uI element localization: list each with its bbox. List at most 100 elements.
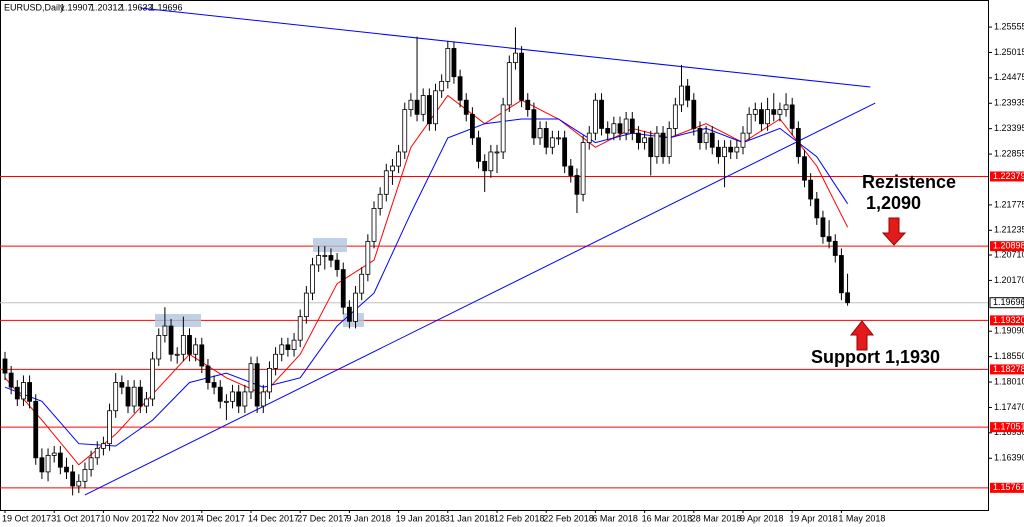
candle-body	[666, 128, 672, 158]
y-tick-label: 1.21775	[994, 199, 1024, 209]
y-tick-label: 1.18010	[994, 376, 1024, 386]
candle-body	[463, 99, 469, 115]
level-label: 1.15761	[993, 482, 1024, 492]
candle-body	[322, 255, 328, 257]
x-tick-label: 4 Dec 2017	[199, 513, 245, 523]
candle-body	[137, 386, 143, 407]
x-tick-label: 31 Jan 2018	[445, 513, 495, 523]
candle-body	[556, 137, 561, 140]
y-tick-label: 1.16930	[994, 427, 1024, 437]
candle-body	[611, 123, 617, 134]
candle-body	[451, 48, 457, 78]
candle-body	[457, 76, 463, 101]
level-label: 1.20898	[993, 241, 1024, 251]
candle-body	[236, 391, 242, 407]
level-label-box	[990, 171, 1024, 182]
y-tick-label: 1.21235	[994, 225, 1024, 235]
candle-body	[340, 269, 346, 308]
y-tick-label: 1.22855	[994, 148, 1024, 158]
x-tick-label: 9 Jan 2018	[346, 513, 391, 523]
candle-body	[617, 123, 623, 134]
candle-body	[642, 137, 647, 143]
candle-body	[568, 165, 574, 176]
candle-body	[254, 363, 260, 407]
level-label-box	[990, 241, 1024, 252]
candle-body	[51, 452, 57, 456]
candle-body	[599, 99, 604, 129]
candle-body	[746, 113, 752, 134]
candle-body	[334, 259, 340, 270]
candle-body	[476, 137, 481, 162]
x-tick-label: 28 Mar 2018	[691, 513, 742, 523]
candle-body	[27, 382, 33, 402]
x-tick-label: 19 Oct 2017	[2, 513, 51, 523]
x-tick-label: 31 Oct 2017	[51, 513, 100, 523]
candle-body	[654, 132, 660, 158]
candle-body	[685, 85, 691, 101]
candle-body	[494, 151, 500, 154]
level-label: 1.19320	[993, 315, 1024, 325]
y-tick-label: 1.18550	[994, 351, 1024, 361]
current-price-label: 1.19696	[993, 297, 1024, 307]
y-tick-label: 1.19090	[994, 326, 1024, 336]
level-label: 1.22379	[993, 171, 1024, 181]
x-tick-label: 6 Mar 2018	[592, 513, 638, 523]
candle-body	[39, 457, 45, 473]
chart-title: EURUSD,Daily	[4, 2, 65, 12]
arrow-up	[849, 320, 875, 351]
candle-body	[728, 146, 734, 153]
candle-body	[709, 132, 715, 148]
candle-body	[107, 410, 112, 445]
candle-body	[359, 273, 365, 294]
candle-body	[365, 240, 371, 275]
candle-body	[346, 306, 352, 322]
candle-body	[174, 353, 180, 356]
level-label-box	[990, 422, 1024, 433]
trendline	[140, 7, 871, 88]
candle-body	[469, 113, 475, 139]
candle-body	[593, 99, 598, 134]
candle-body	[537, 128, 543, 139]
y-tick-label: 1.23395	[994, 123, 1024, 133]
annotation: Support 1,1930	[811, 347, 940, 367]
candle-body	[759, 109, 764, 125]
x-tick-label: 27 Dec 2017	[297, 513, 348, 523]
candle-body	[162, 325, 168, 336]
y-tick-label: 1.23935	[994, 98, 1024, 108]
candle-body	[88, 457, 94, 470]
candle-body	[371, 208, 377, 242]
level-label-box	[990, 315, 1024, 326]
candle-body	[531, 109, 537, 139]
level-label-box	[990, 482, 1024, 493]
candle-body	[574, 175, 580, 195]
candle-body	[629, 118, 635, 134]
candle-body	[383, 170, 389, 195]
candle-body	[783, 104, 789, 111]
candle-body	[543, 128, 549, 148]
candle-body	[636, 132, 641, 143]
level-label: 1.18278	[993, 364, 1024, 374]
candle-body	[433, 90, 438, 125]
current-price-box	[989, 297, 1024, 309]
candle-body	[193, 344, 199, 355]
candle-body	[230, 391, 235, 402]
candle-body	[586, 132, 592, 143]
candle-body	[605, 128, 611, 134]
candle-body	[513, 52, 518, 63]
candle-body	[285, 344, 291, 350]
candle-body	[205, 365, 211, 383]
candle-body	[310, 264, 315, 294]
candle-body	[260, 391, 266, 407]
candle-body	[580, 142, 586, 195]
annotation: Rezistence	[862, 172, 956, 192]
candle-body	[57, 452, 63, 468]
candle-body	[519, 52, 524, 101]
candle-body	[248, 363, 254, 393]
candle-body	[482, 160, 488, 172]
candle-body	[291, 339, 297, 350]
candle-body	[377, 193, 383, 209]
candle-body	[826, 236, 832, 242]
y-tick-label: 1.25555	[994, 21, 1024, 31]
x-tick-label: 22 Nov 2017	[150, 513, 201, 523]
